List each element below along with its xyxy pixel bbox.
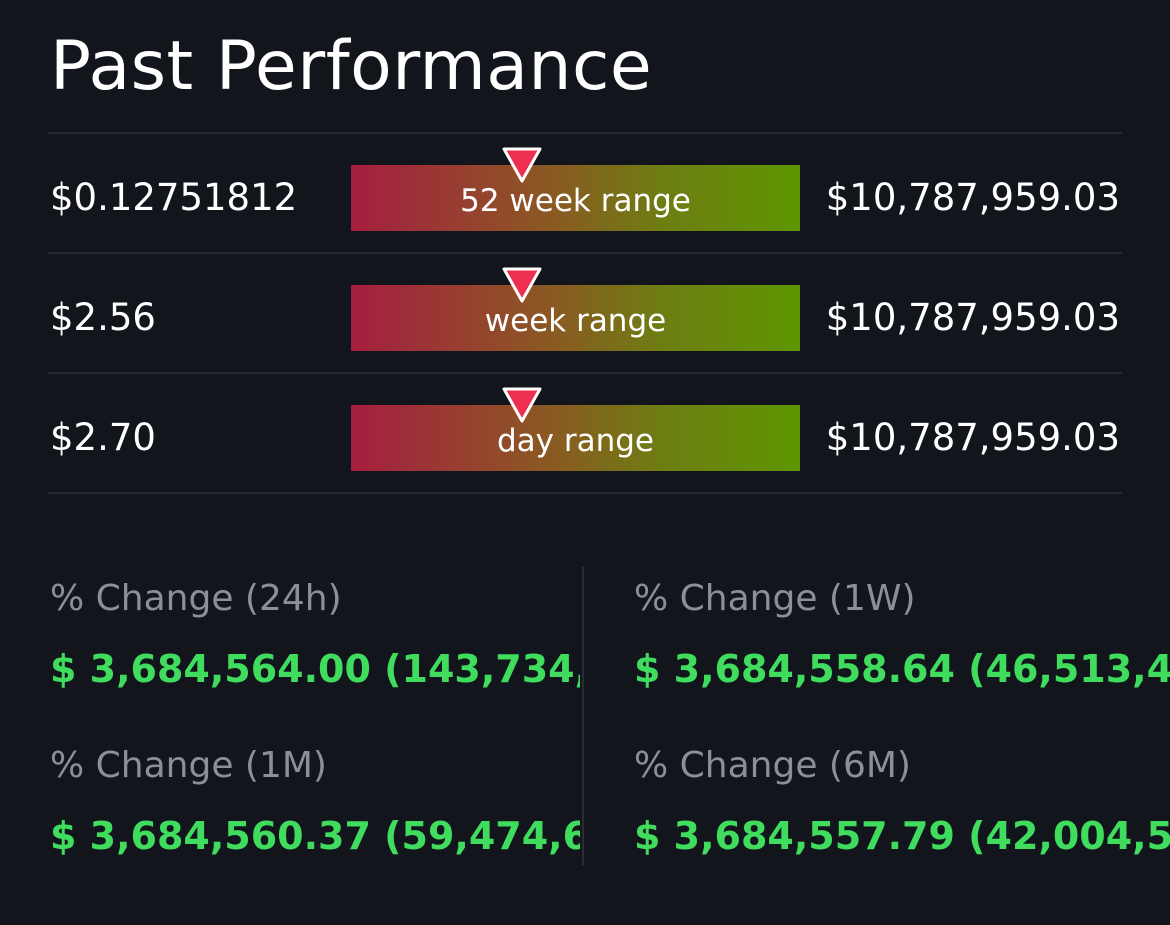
range-row-day: $2.70 day range $10,787,959.03: [48, 374, 1122, 494]
range-low-value: $0.12751812: [50, 176, 298, 219]
stat-change-24h: % Change (24h) $ 3,684,564.00 (143,734,3…: [50, 577, 580, 691]
range-high-value: $10,787,959.03: [825, 296, 1120, 339]
stats-divider: [582, 567, 584, 865]
stat-change-1m: % Change (1M) $ 3,684,560.37 (59,474,625: [50, 744, 580, 858]
range-bar: week range: [351, 267, 800, 351]
range-row-week: $2.56 week range $10,787,959.03: [48, 254, 1122, 374]
page-title: Past Performance: [50, 27, 653, 106]
stat-label: % Change (24h): [50, 578, 342, 619]
triangle-down-icon: [502, 147, 542, 183]
stat-change-6m: % Change (6M) $ 3,684,557.79 (42,004,556…: [634, 744, 1170, 858]
triangle-down-icon: [502, 267, 542, 303]
stat-label: % Change (1W): [634, 578, 916, 619]
range-row-52-week: $0.12751812 52 week range $10,787,959.03: [48, 134, 1122, 254]
triangle-down-icon: [502, 387, 542, 423]
range-list: $0.12751812 52 week range $10,787,959.03…: [48, 132, 1122, 494]
range-bar: day range: [351, 387, 800, 471]
stat-value: $ 3,684,560.37 (59,474,625: [50, 814, 580, 858]
range-low-value: $2.70: [50, 416, 156, 459]
range-high-value: $10,787,959.03: [825, 416, 1120, 459]
stat-label: % Change (1M): [50, 745, 327, 786]
range-label: 52 week range: [460, 183, 691, 219]
stat-value: $ 3,684,557.79 (42,004,556.: [634, 814, 1170, 858]
range-bar: 52 week range: [351, 147, 800, 231]
stat-label: % Change (6M): [634, 745, 911, 786]
stat-value: $ 3,684,558.64 (46,513,420.: [634, 647, 1170, 691]
range-label: day range: [496, 423, 654, 459]
range-low-value: $2.56: [50, 296, 156, 339]
stat-value: $ 3,684,564.00 (143,734,35: [50, 647, 580, 691]
range-label: week range: [484, 303, 667, 339]
stat-change-1w: % Change (1W) $ 3,684,558.64 (46,513,420…: [634, 577, 1170, 691]
change-stats-grid: % Change (24h) $ 3,684,564.00 (143,734,3…: [48, 567, 1170, 865]
range-high-value: $10,787,959.03: [825, 176, 1120, 219]
